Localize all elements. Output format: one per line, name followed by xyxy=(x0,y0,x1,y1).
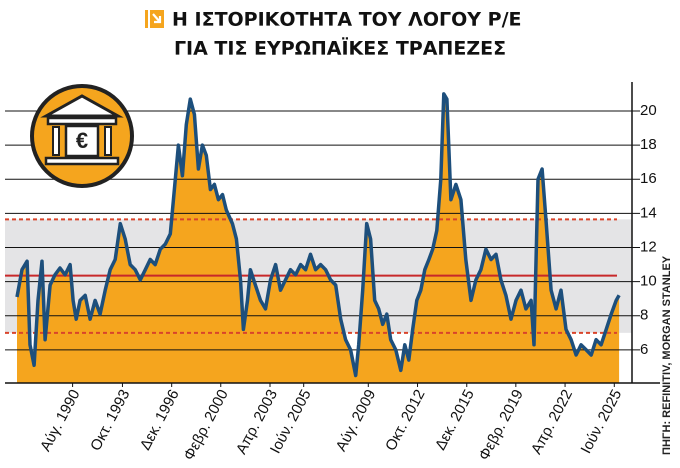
chart-subtitle: ΓΙΑ ΤΙΣ ΕΥΡΩΠΑΪΚΕΣ ΤΡΑΠΕΖΕΣ xyxy=(174,36,506,60)
y-tick-label: 10 xyxy=(640,273,657,290)
y-tick-label: 16 xyxy=(640,170,657,187)
icon-pillar xyxy=(52,126,60,156)
x-tick-label: Απρ. 2022 xyxy=(528,387,576,457)
x-tick-label: Οκτ. 2012 xyxy=(382,387,428,454)
y-tick-label: 6 xyxy=(640,341,648,358)
icon-beam xyxy=(46,116,118,126)
y-tick-label: 8 xyxy=(640,307,648,324)
x-tick-label: Αύγ. 2009 xyxy=(333,387,380,455)
source: ΠΗΓΗ: REFINITIV, MORGAN STANLEY xyxy=(661,255,673,455)
x-tick-label: Δεκ. 1996 xyxy=(137,387,183,453)
icon-base xyxy=(44,156,120,166)
icon-symbol: € xyxy=(76,128,88,153)
y-tick-label: 12 xyxy=(640,238,657,255)
y-tick-label: 18 xyxy=(640,136,657,153)
x-tick-label: Φεβρ. 2019 xyxy=(475,387,526,463)
x-tick-label: Φεβρ. 2000 xyxy=(180,387,231,463)
bank-icon: € xyxy=(30,84,134,188)
icon-panel xyxy=(64,124,100,158)
x-tick-label: Δεκ. 2015 xyxy=(432,387,478,453)
chart-title: Η ΙΣΤΟΡΙΚΟΤΗΤΑ ΤΟΥ ΛΟΓΟΥ P/E xyxy=(172,9,522,31)
y-tick-label: 14 xyxy=(640,204,657,221)
x-tick-label: Αύγ. 1990 xyxy=(37,387,84,455)
title-mark xyxy=(145,10,148,28)
x-tick-label: Ιούν. 2025 xyxy=(577,387,625,457)
x-tick-label: Οκτ. 1993 xyxy=(87,387,133,454)
y-tick-label: 20 xyxy=(640,102,657,119)
icon-roof xyxy=(40,94,124,118)
title-arrow xyxy=(152,13,162,24)
icon-pillar xyxy=(104,126,112,156)
area xyxy=(17,93,620,384)
line xyxy=(15,92,621,378)
